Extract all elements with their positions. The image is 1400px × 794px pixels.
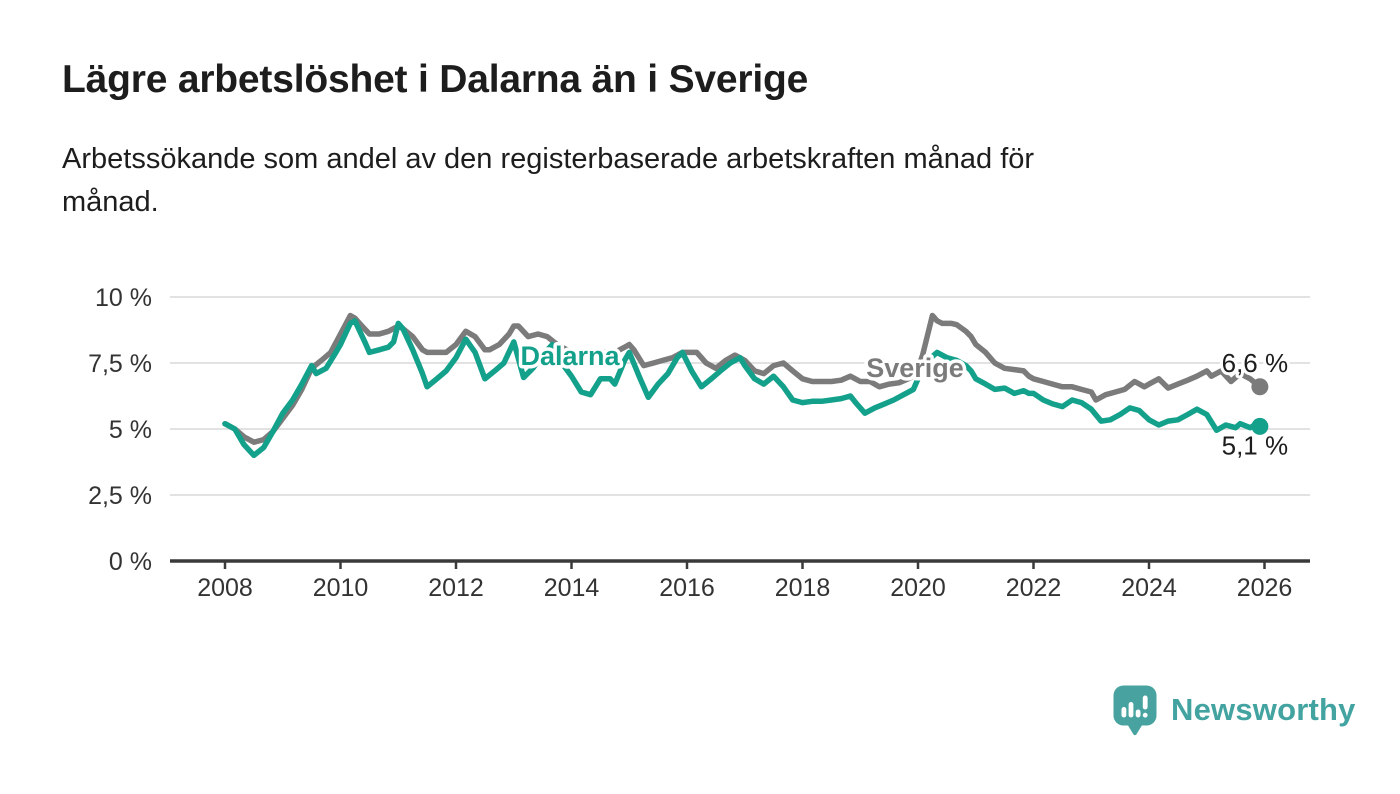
series-line-dalarna: [222, 318, 1263, 459]
x-axis-tick-label: 2012: [428, 574, 484, 602]
x-axis-tick-label: 2010: [313, 574, 369, 602]
y-axis-tick-label: 2,5 %: [88, 482, 152, 510]
newsworthy-wordmark: Newsworthy: [1171, 692, 1356, 727]
x-axis-tick-label: 2014: [544, 574, 600, 602]
series-inline-label-dalarna: Dalarna: [520, 341, 620, 371]
x-axis-tick-label: 2008: [197, 574, 253, 602]
y-axis-tick-label: 7,5 %: [88, 350, 152, 378]
series-line-sverige: [222, 312, 1263, 445]
x-axis-tick-label: 2018: [775, 574, 831, 602]
y-axis-tick-label: 10 %: [95, 284, 152, 312]
x-axis-tick-label: 2026: [1237, 574, 1293, 602]
x-axis-tick-label: 2022: [1006, 574, 1062, 602]
chart-header: Lägre arbetslöshet i Dalarna än i Sverig…: [62, 58, 1342, 224]
chart-subtitle: Arbetssökande som andel av den registerb…: [62, 143, 1035, 218]
end-value-label-dalarna: 5,1 %: [1222, 430, 1289, 460]
end-value-label-sverige: 6,6 %: [1222, 348, 1289, 378]
series-end-dot-sverige: [1251, 378, 1269, 396]
series-inline-label-sverige: Sverige: [866, 353, 964, 383]
newsworthy-branding: Newsworthy: [1112, 684, 1356, 736]
newsworthy-speech-bubble-bar-chart-icon: [1113, 685, 1157, 736]
series-end-dot-dalarna: [1251, 417, 1269, 435]
x-axis-tick-label: 2020: [890, 574, 946, 602]
y-axis-tick-label: 0 %: [109, 548, 152, 576]
x-axis-tick-label: 2024: [1121, 574, 1177, 602]
page-title: Lägre arbetslöshet i Dalarna än i Sverig…: [62, 58, 809, 101]
x-axis-tick-label: 2016: [659, 574, 715, 602]
y-axis-tick-label: 5 %: [109, 416, 152, 444]
